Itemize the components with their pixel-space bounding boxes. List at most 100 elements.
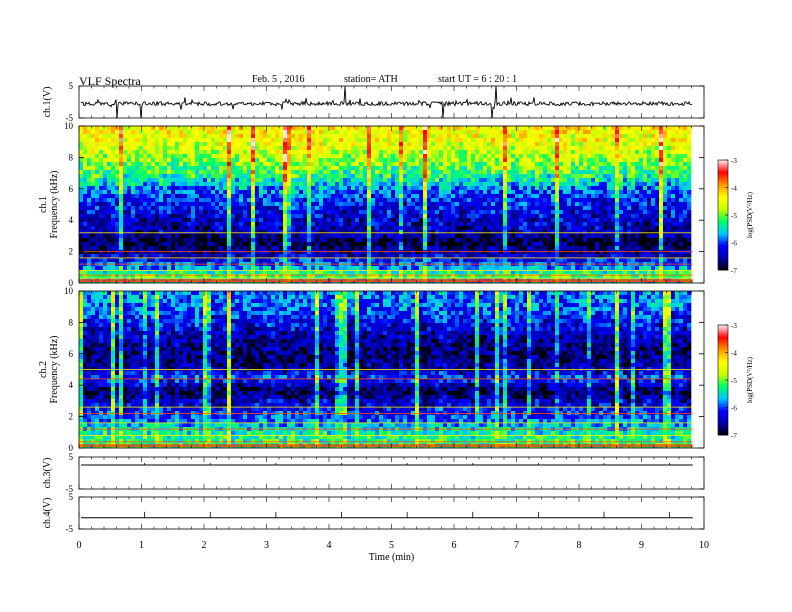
ch2-spectrogram-colorbar-cell: [718, 337, 728, 340]
ch2-spectrogram-colorbar-cell: [718, 405, 728, 408]
ch2-spectrogram-colorbar-cell: [718, 381, 728, 384]
ch1-spectrogram-colorbar-cell: [718, 230, 728, 233]
ch2-spectrogram-colorbar-cell: [718, 359, 728, 362]
ch1-spectrogram-colorbar-cell: [718, 168, 728, 171]
ch1-spectrogram-colorbar-cell: [718, 202, 728, 205]
ch2-spectrogram-colorbar-cell: [718, 363, 728, 366]
ch1-spectrogram-colorbar-tick-label: -6: [731, 240, 737, 248]
ch1-spectrogram-colorbar-cell: [718, 250, 728, 253]
ch1-spectrogram-colorbar-cell: [718, 186, 728, 189]
ch1-spectrogram-colorbar-cell: [718, 264, 728, 267]
ch1-spectrogram-colorbar-tick-label: -3: [731, 157, 737, 165]
ch2-spectrogram-ytick-label: 4: [69, 380, 74, 390]
ch1-spectrogram-colorbar-cell: [718, 192, 728, 195]
ch1-spectrogram-colorbar-cell: [718, 218, 728, 221]
ch1-spectrogram-colorbar-cell: [718, 176, 728, 179]
ch1-spectrogram-colorbar-cell: [718, 208, 728, 211]
ch2-spectrogram-colorbar-cell: [718, 429, 728, 432]
ch1-spectrogram-colorbar-cell: [718, 184, 728, 187]
ch4-waveform-ytick-label: -5: [66, 524, 74, 534]
ch1-spectrogram-colorbar-cell: [718, 254, 728, 257]
ch4-waveform-ylabel: ch.4(V): [42, 498, 53, 529]
ch2-spectrogram-cells: [79, 291, 704, 449]
ch1-spectrogram-colorbar-cell: [718, 244, 728, 247]
ch2-spectrogram-colorbar-cell: [718, 427, 728, 430]
ch1-spectrogram-colorbar-cell: [718, 170, 728, 173]
ch2-spectrogram-colorbar-cell: [718, 379, 728, 382]
ch2-spectrogram-colorbar-cell: [718, 411, 728, 414]
ch1-spectrogram-colorbar-cell: [718, 164, 728, 167]
ch2-spectrogram-ytick-label: 2: [69, 412, 74, 422]
ch1-spectrogram-colorbar-cell: [718, 248, 728, 251]
ch2-spectrogram-colorbar-cell: [718, 373, 728, 376]
ch2-spectrogram-colorbar-cell: [718, 387, 728, 390]
ch2-spectrogram-ytick-label: 6: [69, 349, 74, 359]
ch2-spectrogram-colorbar-cell: [718, 401, 728, 404]
time-tick-label: 4: [327, 540, 332, 551]
ch1-spectrogram-colorbar-cell: [718, 188, 728, 191]
ch2-spectrogram-colorbar-cell: [718, 409, 728, 412]
ch2-spectrogram-colorbar-cell: [718, 415, 728, 418]
ch2-spectrogram-colorbar-cell: [718, 403, 728, 406]
ch1-waveform-ytick-label: -5: [66, 113, 74, 123]
waveform-layer: [78, 85, 693, 519]
ch1-spectrogram-colorbar-cell: [718, 258, 728, 261]
ch2-spectrogram-colorbar-tick-label: -6: [731, 405, 737, 413]
ch2-spectrogram-colorbar-cell: [718, 395, 728, 398]
ch3-waveform-ytick-label: 5: [69, 452, 74, 462]
ch1-spectrogram-colorbar-cell: [718, 174, 728, 177]
ch1-spectrogram-ylabel: ch.1: [38, 196, 49, 213]
ch2-spectrogram-colorbar-cell: [718, 431, 728, 434]
time-tick-label: 7: [514, 540, 519, 551]
ch2-spectrogram-colorbar-cell: [718, 357, 728, 360]
ch2-spectrogram-colorbar-cell: [718, 385, 728, 388]
ch1-spectrogram-colorbar-cell: [718, 180, 728, 183]
time-tick-label: 10: [699, 540, 709, 551]
ch1-spectrogram-ytick-label: 6: [69, 184, 74, 194]
ch1-spectrogram-ylabel: Frequency (kHz): [49, 170, 60, 238]
time-tick-label: 3: [264, 540, 269, 551]
ch2-spectrogram-colorbar-tick-label: -4: [731, 350, 737, 358]
time-tick-label: 5: [389, 540, 394, 551]
ch2-spectrogram-low-band: [79, 444, 693, 448]
ch1-spectrogram-colorbar-cell: [718, 224, 728, 227]
colorbar-layer: [717, 159, 729, 436]
ch2-spectrogram-colorbar-cell: [718, 425, 728, 428]
ch2-spectrogram-colorbar-cell: [718, 333, 728, 336]
ch1-spectrogram-ytick-label: 4: [69, 215, 74, 225]
ch1-spectrogram-colorbar-cell: [718, 236, 728, 239]
ch2-spectrogram-ylabel: Frequency (kHz): [49, 335, 60, 403]
ch1-spectrogram-colorbar-tick-label: -4: [731, 185, 737, 193]
start-time-label: start UT = 6 : 20 : 1: [438, 74, 518, 85]
time-tick-label: 9: [639, 540, 644, 551]
ch1-spectrogram-colorbar-cell: [718, 198, 728, 201]
ch1-spectrogram-colorbar-cell: [718, 162, 728, 165]
ch2-spectrogram-colorbar-cell: [718, 331, 728, 334]
ch2-spectrogram-colorbar-tick-label: -3: [731, 322, 737, 330]
ch1-spectrogram-colorbar-cell: [718, 210, 728, 213]
ch1-spectrogram-colorbar-cell: [718, 204, 728, 207]
ch2-spectrogram-colorbar-cell: [718, 433, 728, 436]
ch1-spectrogram-colorbar-cell: [718, 178, 728, 181]
ch2-spectrogram-ylabel: ch.2: [38, 361, 49, 378]
ch2-spectrogram-colorbar-tick-label: -7: [731, 432, 737, 440]
chart-title: VLF Spectra: [79, 74, 141, 88]
ch1-spectrogram-colorbar-cell: [718, 232, 728, 235]
ch1-spectrogram-colorbar-cell: [718, 190, 728, 193]
ch2-spectrogram-colorbar-label: log(PSD(V²/Hz): [746, 356, 754, 403]
ch1-waveform-ylabel: ch.1(V): [42, 87, 53, 118]
ch1-spectrogram-colorbar-cell: [718, 214, 728, 217]
ch2-spectrogram-colorbar-cell: [718, 343, 728, 346]
ch2-spectrogram-colorbar-cell: [718, 417, 728, 420]
time-tick-label: 2: [202, 540, 207, 551]
ch1-spectrogram-colorbar-cell: [718, 182, 728, 185]
ch2-spectrogram-colorbar-cell: [718, 361, 728, 364]
ch1-spectrogram-colorbar-cell: [718, 194, 728, 197]
station-label: station= ATH: [344, 74, 398, 85]
ch1-spectrogram-cells: [79, 126, 704, 284]
ch2-spectrogram-colorbar-cell: [718, 393, 728, 396]
time-tick-label: 6: [452, 540, 457, 551]
ch1-spectrogram-colorbar-cell: [718, 206, 728, 209]
time-tick-label: 1: [139, 540, 144, 551]
ch2-spectrogram-colorbar-cell: [718, 377, 728, 380]
